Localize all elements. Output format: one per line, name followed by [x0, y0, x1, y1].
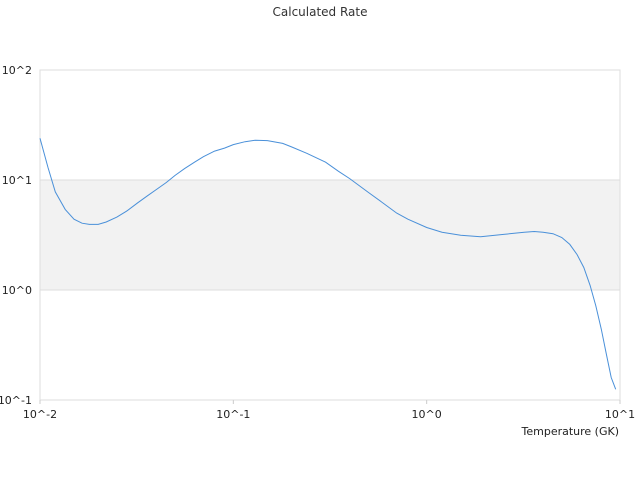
- x-tick-label: 10^1: [605, 408, 635, 421]
- rate-series-line: [39, 138, 617, 390]
- shaded-band: [40, 180, 620, 290]
- y-tick-label: 10^-1: [0, 394, 32, 407]
- y-tick-label: 10^2: [2, 64, 32, 77]
- chart-title: Calculated Rate: [273, 5, 368, 19]
- x-tick-label: 10^-2: [23, 408, 57, 421]
- x-axis-label: Temperature (GK): [521, 425, 620, 438]
- y-tick-label: 10^1: [2, 174, 32, 187]
- plot-area: 10^-110^010^110^210^-2 10^-1 10^0 10^1: [0, 64, 635, 421]
- x-tick-label: 10^-1: [216, 408, 250, 421]
- x-tick-label: 10^0: [412, 408, 442, 421]
- y-tick-label: 10^0: [2, 284, 32, 297]
